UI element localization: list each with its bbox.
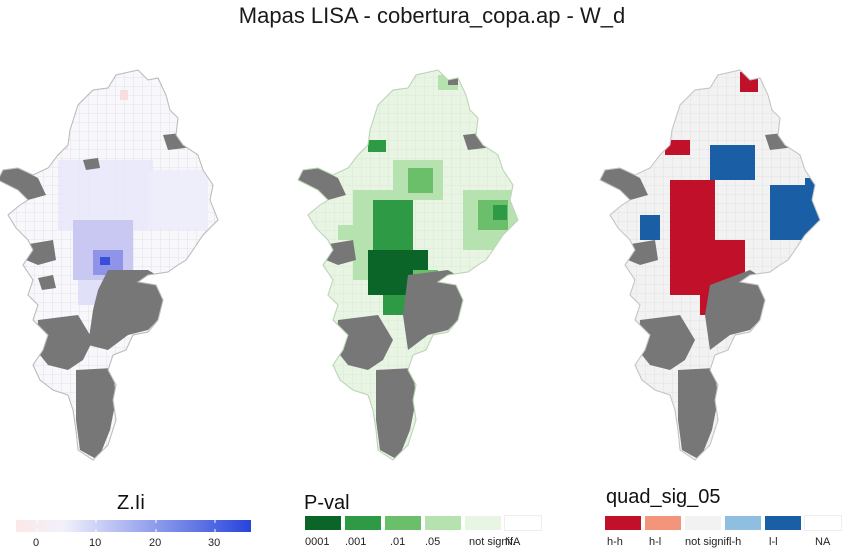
legend-swatch xyxy=(605,516,641,530)
legend-swatch xyxy=(305,516,341,530)
legend-label: NA xyxy=(815,536,831,548)
legend-label: NA xyxy=(505,536,521,548)
zli-tick-0: 0 xyxy=(33,537,40,549)
legend-swatch xyxy=(345,516,381,530)
legend-swatch xyxy=(465,516,501,530)
legend-swatch xyxy=(725,516,761,530)
legend-label: .001 xyxy=(345,536,367,548)
legend-label: .01 xyxy=(390,536,406,548)
zli-gradient-bar xyxy=(16,520,251,532)
legend-swatch xyxy=(425,516,461,530)
legend-swatch xyxy=(385,516,421,530)
map-pval xyxy=(297,69,519,461)
legend-swatch xyxy=(765,516,801,530)
legend-swatch xyxy=(804,515,842,531)
legend-swatch xyxy=(685,516,721,530)
figure-title: Mapas LISA - cobertura_copa.ap - W_d xyxy=(238,3,626,28)
map-zli xyxy=(0,69,219,461)
legend-quad-title: quad_sig_05 xyxy=(606,486,721,508)
legend-pval-title: P-val xyxy=(304,492,350,514)
zli-tick-30: 30 xyxy=(208,537,221,549)
zli-tick-10: 10 xyxy=(89,537,102,549)
legend-label: not signif. xyxy=(469,536,517,548)
legend-label: not signif. xyxy=(685,536,733,548)
map-quad-sig xyxy=(599,69,821,461)
legend-zli-title: Z.Ii xyxy=(117,492,145,514)
legend-swatch xyxy=(645,516,681,530)
zli-tick-20: 20 xyxy=(149,537,162,549)
legend-label: h-h xyxy=(607,536,623,548)
legend-label: l-l xyxy=(769,536,778,548)
legend-label: 0001 xyxy=(305,536,330,548)
legend-swatch xyxy=(504,515,542,531)
legend-label: l-h xyxy=(729,536,742,548)
zli-gradient-ticks xyxy=(36,520,216,532)
legend-label: .05 xyxy=(425,536,441,548)
legend-label: h-l xyxy=(649,536,662,548)
